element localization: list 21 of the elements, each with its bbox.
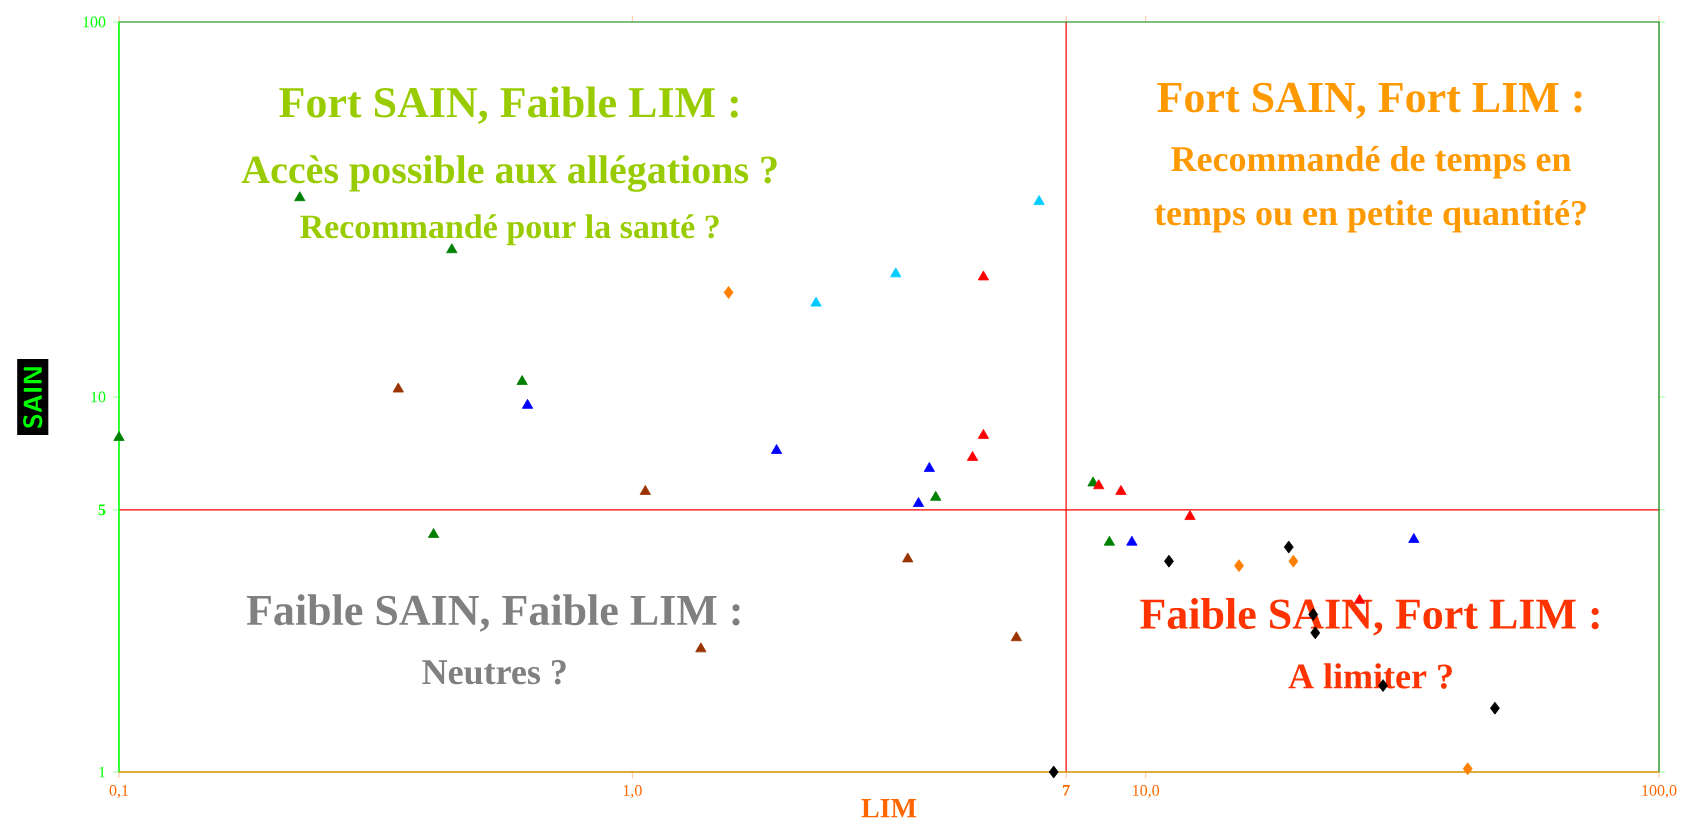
annotation: temps ou en petite quantité?	[1154, 199, 1586, 233]
annotation: A limiter ?	[1288, 663, 1452, 689]
x-axis-title: LIM	[861, 799, 917, 818]
annotation: Fort SAIN, Fort LIM :	[1157, 82, 1582, 119]
x-tick-label: 0,1	[109, 785, 129, 799]
annotation: Recommandé de temps en	[1171, 145, 1571, 179]
x-tick-label: 100,0	[1642, 785, 1677, 799]
x-tick-label: 10,0	[1133, 785, 1160, 799]
annotation: Accès possible aux allégations ?	[241, 155, 777, 192]
y-tick-label: 1	[99, 766, 105, 778]
x-tick-label: 7	[1063, 785, 1070, 796]
annotation: Fort SAIN, Faible LIM :	[279, 86, 738, 124]
annotation: Faible SAIN, Faible LIM :	[246, 594, 740, 632]
y-tick-label: 10	[91, 391, 106, 403]
y-axis-title: SAIN	[23, 367, 43, 428]
y-tick-label: 5	[98, 504, 106, 516]
annotation: Recommandé pour la santé ?	[300, 214, 719, 246]
y-tick-label: 100	[83, 16, 106, 28]
x-tick-label: 1,0	[623, 785, 642, 799]
annotation: Faible SAIN, Fort LIM :	[1140, 598, 1599, 636]
annotation: Neutres ?	[422, 660, 566, 685]
